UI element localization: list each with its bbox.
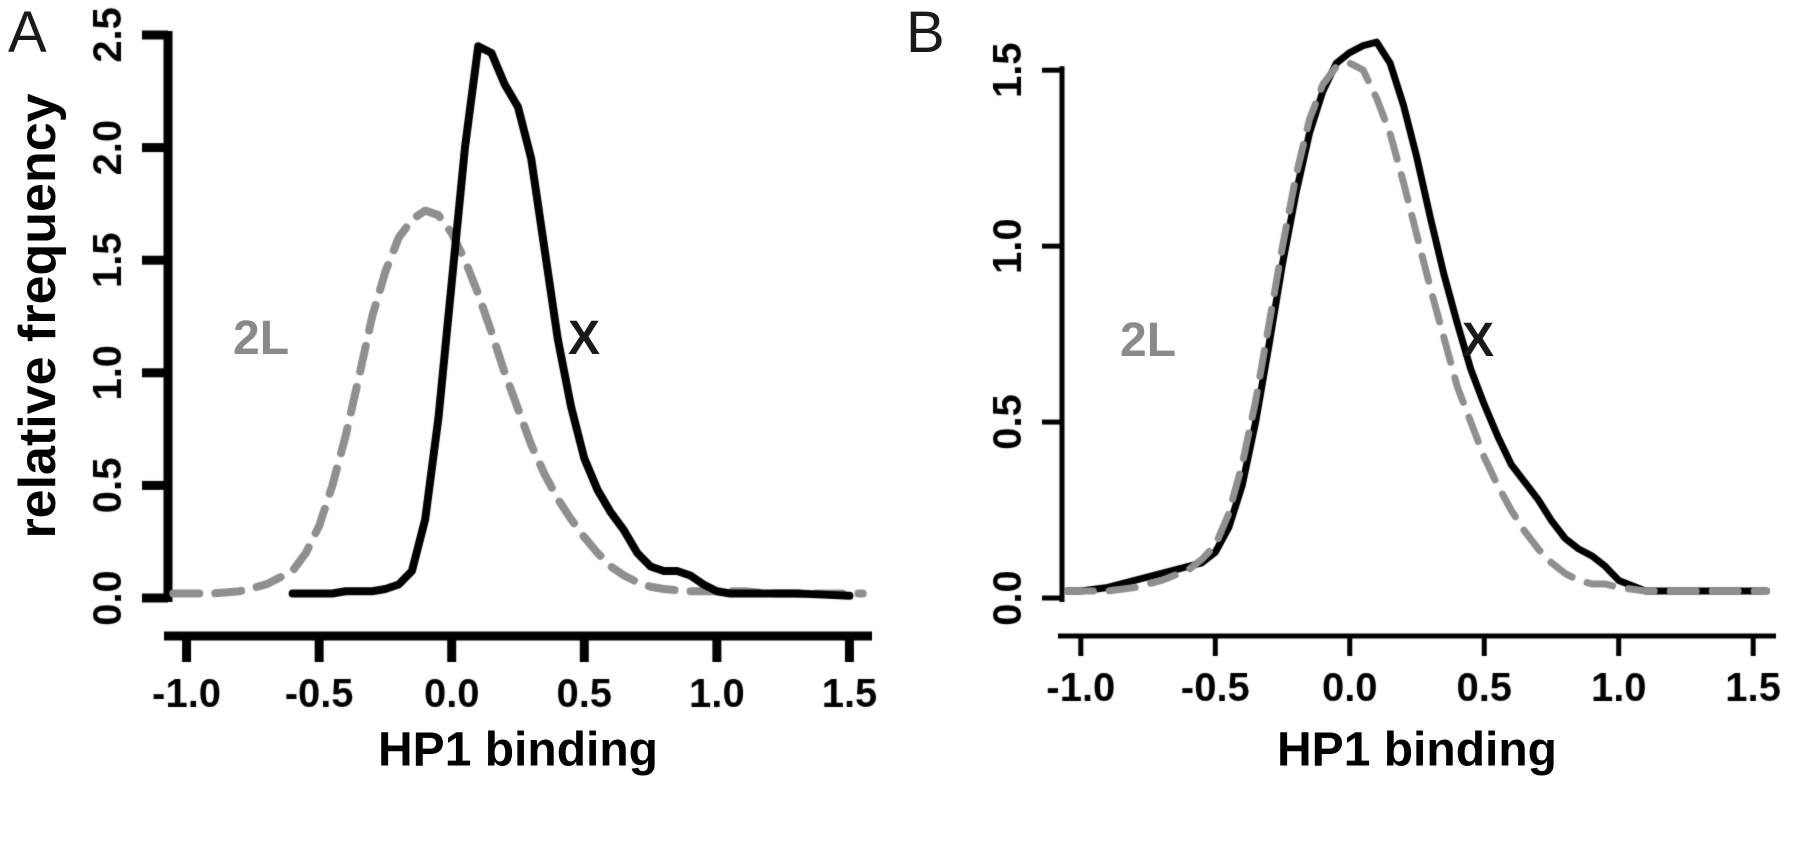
annotation-a-x: X — [567, 312, 601, 365]
panel-a-xlabel: HP1 binding — [378, 723, 658, 777]
panel-a-letter: A — [8, 0, 47, 65]
panel-b-letter: B — [906, 0, 945, 65]
annotation-b-2l: 2L — [1119, 314, 1177, 367]
annotation-a-2l: 2L — [232, 312, 290, 365]
panel-a-y-axis-title: relative frequency — [9, 93, 67, 539]
annotation-b-x: X — [1461, 314, 1495, 367]
panel-b-xlabel: HP1 binding — [1277, 723, 1557, 777]
